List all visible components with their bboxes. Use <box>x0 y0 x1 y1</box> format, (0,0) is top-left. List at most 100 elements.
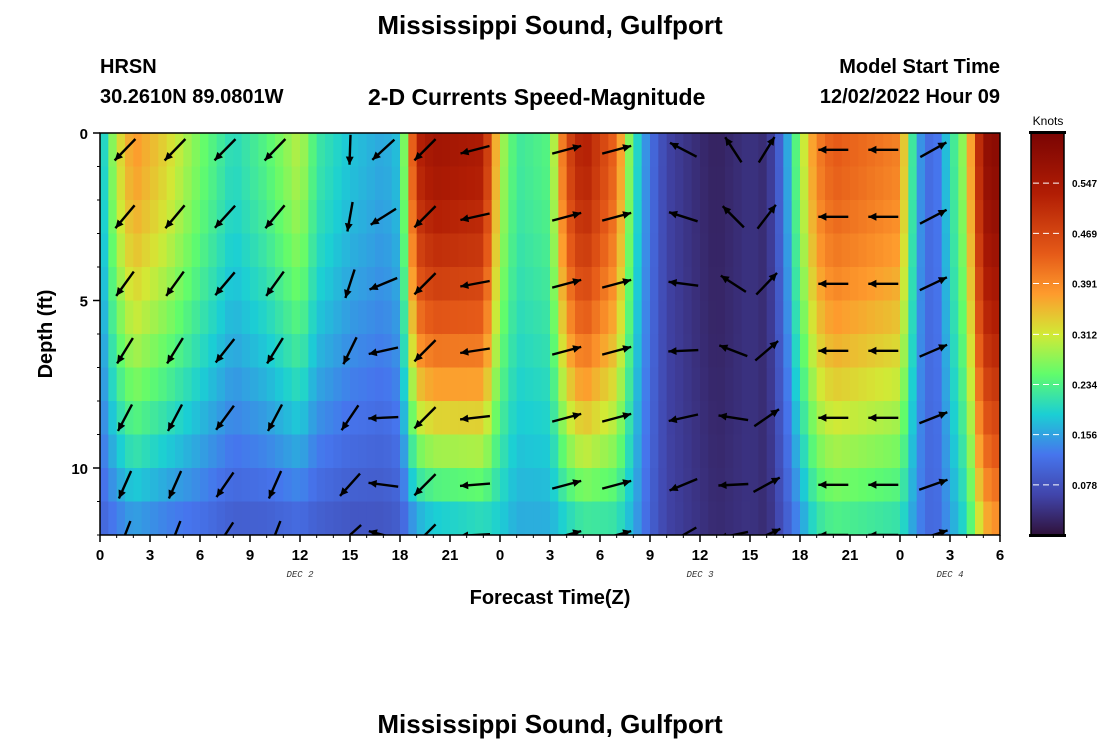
heatmap-cell <box>916 300 926 335</box>
heatmap-cell <box>650 401 659 436</box>
heatmap-cell <box>558 434 568 469</box>
heatmap-cell <box>400 468 409 503</box>
heatmap-cell <box>608 166 618 201</box>
heatmap-cell <box>800 367 809 402</box>
current-vector-arrow <box>114 204 136 229</box>
current-vector-arrow <box>213 138 237 162</box>
heatmap-cell <box>150 200 159 235</box>
heatmap-cell <box>341 200 351 235</box>
current-vector-arrow <box>116 337 134 365</box>
heatmap-cell <box>850 233 859 268</box>
heatmap-cell <box>800 401 809 436</box>
heatmap-cell <box>600 133 609 168</box>
heatmap-cell <box>433 367 443 402</box>
heatmap-cell <box>450 468 459 503</box>
current-vector-arrow <box>919 343 948 358</box>
x-axis-label: Forecast Time(Z) <box>470 587 631 609</box>
heatmap-cell <box>258 166 268 201</box>
heatmap-cell <box>291 166 301 201</box>
heatmap-cell <box>600 166 609 201</box>
heatmap-cell <box>275 367 284 402</box>
current-vector-arrow <box>413 473 437 497</box>
heatmap-cell <box>283 233 293 268</box>
heatmap-cell <box>750 401 759 436</box>
heatmap-cell <box>225 367 234 402</box>
heatmap-cell <box>341 501 351 535</box>
heatmap-cell <box>183 367 193 402</box>
heatmap-cell <box>733 501 743 535</box>
heatmap-cell <box>408 233 418 268</box>
heatmap-cell <box>550 434 559 469</box>
heatmap-cell <box>350 334 359 369</box>
heatmap-cell <box>525 267 534 302</box>
heatmap-cell <box>575 200 584 235</box>
current-vector-arrow <box>601 211 632 222</box>
heatmap-cell <box>616 501 626 535</box>
heatmap-cell <box>300 200 309 235</box>
heatmap-cell <box>333 133 343 168</box>
current-vector-arrow <box>340 404 360 431</box>
heatmap-cell <box>841 501 851 535</box>
current-vector-arrow <box>818 279 849 288</box>
heatmap-cell <box>858 367 868 402</box>
current-vector-arrow <box>459 481 491 490</box>
heatmap-cell <box>983 468 993 503</box>
heatmap-cell <box>200 434 209 469</box>
heatmap-cell <box>616 334 626 369</box>
heatmap-cell <box>358 267 368 302</box>
heatmap-cell <box>408 401 418 436</box>
heatmap-cell <box>183 334 193 369</box>
heatmap-cell <box>216 133 226 168</box>
heatmap-cell <box>991 233 1000 268</box>
heatmap-cell <box>725 166 734 201</box>
heatmap-cell <box>908 267 918 302</box>
heatmap-cell <box>458 434 468 469</box>
heatmap-cell <box>583 166 593 201</box>
heatmap-cell <box>841 233 851 268</box>
heatmap-cell <box>641 233 651 268</box>
heatmap-cell <box>300 367 309 402</box>
heatmap-cell <box>783 267 793 302</box>
heatmap-cell <box>700 300 709 335</box>
heatmap-cell <box>291 501 301 535</box>
chart-subtitle: 2-D Currents Speed-Magnitude <box>368 84 706 110</box>
heatmap-cell <box>500 267 509 302</box>
heatmap-cell <box>866 501 876 535</box>
heatmap-cell <box>158 401 168 436</box>
heatmap-cell <box>233 233 243 268</box>
heatmap-cell <box>383 434 393 469</box>
heatmap-cell <box>333 334 343 369</box>
heatmap-cell <box>416 166 426 201</box>
heatmap-cell <box>883 367 893 402</box>
current-vector-arrow <box>265 270 285 297</box>
heatmap-cell <box>525 166 534 201</box>
heatmap-cell <box>975 468 984 503</box>
heatmap-cell <box>366 233 376 268</box>
heatmap-cell <box>391 166 401 201</box>
heatmap-cell <box>133 133 143 168</box>
heatmap-cell <box>575 434 584 469</box>
heatmap-cell <box>208 166 218 201</box>
heatmap-cell <box>150 300 159 335</box>
heatmap-cell <box>775 434 784 469</box>
heatmap-cell <box>258 367 268 402</box>
heatmap-cell <box>941 166 951 201</box>
heatmap-cell <box>916 233 926 268</box>
heatmap-cell <box>891 367 901 402</box>
heatmap-cell <box>341 367 351 402</box>
current-vector-arrow <box>413 205 437 229</box>
heatmap-cell <box>383 200 393 235</box>
heatmap-cell <box>150 133 159 168</box>
heatmap-cell <box>566 133 576 168</box>
heatmap-cell <box>991 133 1000 168</box>
heatmap-cell <box>208 133 218 168</box>
current-vector-arrow <box>214 338 236 364</box>
heatmap-cell <box>608 434 618 469</box>
heatmap-cell <box>400 233 409 268</box>
heatmap-cell <box>850 468 859 503</box>
heatmap-cell <box>816 300 826 335</box>
heatmap-cell <box>508 200 518 235</box>
heatmap-cell <box>433 468 443 503</box>
heatmap-cell <box>408 133 418 168</box>
heatmap-cell <box>900 501 909 535</box>
